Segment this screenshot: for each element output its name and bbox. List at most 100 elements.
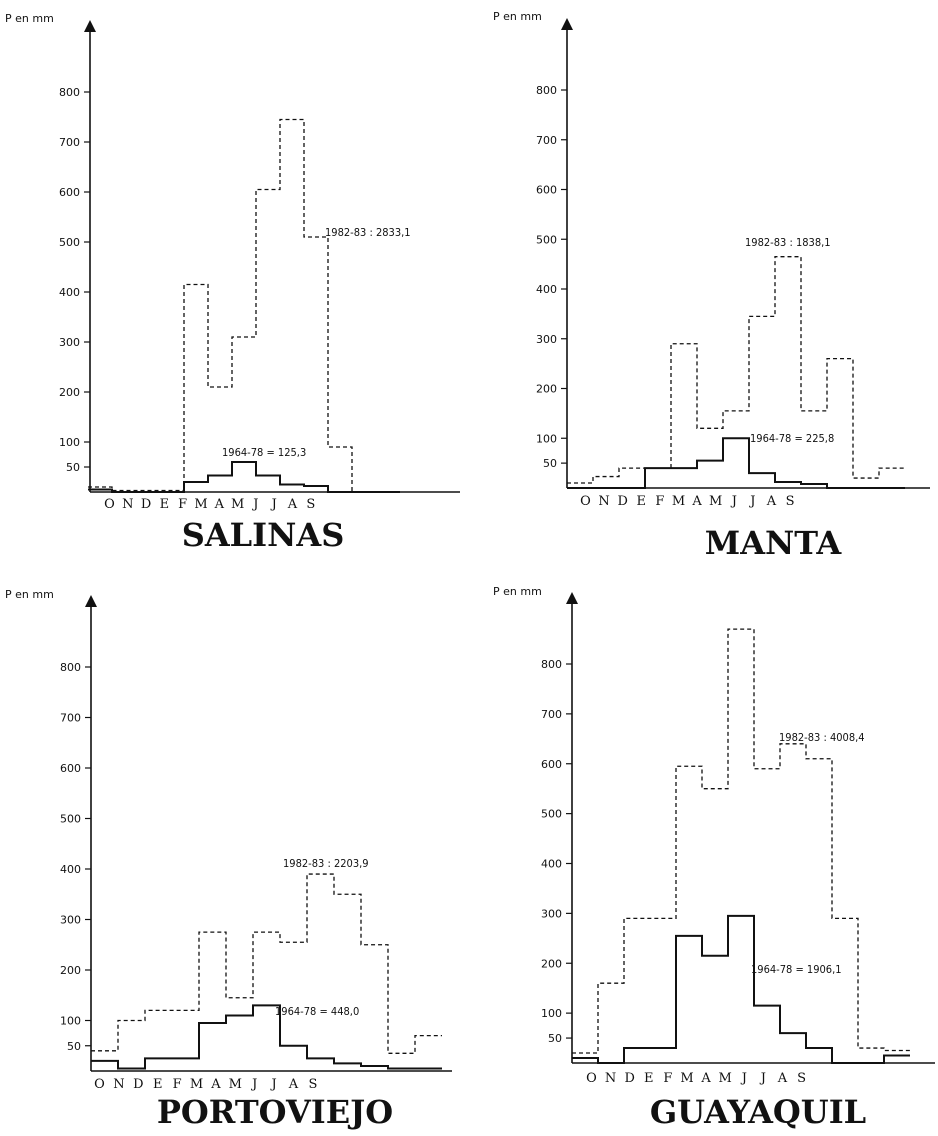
x-tick-label: J	[748, 494, 756, 509]
x-tick-label: A	[766, 494, 777, 509]
x-tick-label: A	[214, 497, 225, 512]
y-tick-label: 400	[60, 863, 81, 876]
y-axis-label: P en mm	[5, 12, 54, 25]
x-tick-label: E	[160, 497, 171, 512]
x-tick-label: J	[250, 1077, 258, 1092]
x-tick-label: S	[306, 497, 316, 512]
x-tick-label: J	[269, 1077, 277, 1092]
x-tick-label: A	[287, 497, 298, 512]
x-tick-label: A	[700, 1071, 711, 1086]
y-tick-label: 700	[536, 134, 557, 147]
series-label-1964-78: 1964-78 = 448,0	[275, 1005, 359, 1018]
x-tick-label: J	[251, 497, 259, 512]
x-tick-label: J	[270, 497, 278, 512]
x-tick-label: F	[178, 497, 188, 512]
x-tick-label: M	[719, 1071, 733, 1086]
x-tick-label: J	[730, 494, 738, 509]
y-tick-label: 500	[60, 813, 81, 826]
y-axis-label: P en mm	[493, 585, 542, 598]
series-label-1982-83: 1982-83 : 2203,9	[283, 857, 369, 870]
x-tick-label: O	[104, 497, 116, 512]
x-tick-label: F	[655, 494, 665, 509]
y-tick-label: 50	[66, 461, 80, 474]
x-tick-label: N	[122, 497, 134, 512]
x-tick-label: N	[605, 1071, 617, 1086]
series-1964-78-line	[567, 437, 905, 489]
y-tick-label: 700	[59, 136, 80, 149]
series-label-1982-83: 1982-83 : 1838,1	[745, 236, 831, 249]
y-tick-label: 700	[60, 712, 81, 725]
series-label-1964-78: 1964-78 = 225,8	[750, 432, 834, 445]
x-tick-label: M	[194, 497, 208, 512]
y-axis-arrow	[85, 595, 97, 607]
x-tick-label: M	[190, 1077, 204, 1092]
x-tick-label: D	[624, 1071, 635, 1086]
series-1982-83-line	[572, 628, 910, 1054]
series-1964-78-line	[91, 1004, 442, 1070]
x-tick-label: S	[797, 1071, 807, 1086]
series-1964-78-line	[88, 461, 400, 493]
series-1982-83-line	[88, 118, 400, 493]
y-tick-label: 50	[548, 1032, 562, 1045]
x-tick-label: M	[672, 494, 686, 509]
series-label-1964-78: 1964-78 = 125,3	[222, 446, 306, 459]
y-tick-label: 600	[536, 184, 557, 197]
y-tick-label: 500	[59, 236, 80, 249]
y-tick-label: 200	[60, 964, 81, 977]
x-tick-label: D	[133, 1077, 144, 1092]
x-tick-label: M	[680, 1071, 694, 1086]
y-tick-label: 400	[536, 283, 557, 296]
x-tick-label: F	[663, 1071, 673, 1086]
x-tick-label: J	[740, 1071, 748, 1086]
x-tick-label: A	[210, 1077, 221, 1092]
y-tick-label: 300	[59, 336, 80, 349]
y-tick-label: 50	[543, 457, 557, 470]
y-tick-label: 300	[536, 333, 557, 346]
y-tick-label: 100	[60, 1015, 81, 1028]
y-tick-label: 100	[536, 432, 557, 445]
y-tick-label: 600	[60, 762, 81, 775]
x-tick-label: S	[308, 1077, 318, 1092]
x-tick-label: J	[759, 1071, 767, 1086]
y-axis-arrow	[84, 20, 96, 32]
y-axis-label: P en mm	[5, 588, 54, 601]
x-tick-label: N	[113, 1077, 125, 1092]
y-tick-label: 800	[59, 86, 80, 99]
y-tick-label: 500	[536, 233, 557, 246]
x-tick-label: E	[153, 1077, 164, 1092]
series-label-1982-83: 1982-83 : 2833,1	[325, 226, 411, 239]
x-tick-label: O	[586, 1071, 598, 1086]
x-tick-label: M	[229, 1077, 243, 1092]
x-tick-label: M	[709, 494, 723, 509]
y-tick-label: 600	[59, 186, 80, 199]
y-tick-label: 800	[536, 84, 557, 97]
y-tick-label: 800	[60, 661, 81, 674]
series-1982-83-line	[91, 873, 442, 1054]
chart-title: PORTOVIEJO	[157, 1093, 393, 1131]
x-tick-label: M	[231, 497, 245, 512]
y-tick-label: 300	[541, 907, 562, 920]
y-tick-label: 100	[59, 436, 80, 449]
x-tick-label: O	[94, 1077, 106, 1092]
chart-title: GUAYAQUIL	[650, 1093, 866, 1131]
x-tick-label: F	[173, 1077, 183, 1092]
x-tick-label: D	[617, 494, 628, 509]
y-tick-label: 500	[541, 808, 562, 821]
y-tick-label: 100	[541, 1007, 562, 1020]
series-label-1964-78: 1964-78 = 1906,1	[751, 963, 842, 976]
y-tick-label: 300	[60, 914, 81, 927]
y-axis-arrow	[561, 18, 573, 30]
y-tick-label: 200	[536, 383, 557, 396]
series-label-1982-83: 1982-83 : 4008,4	[779, 731, 865, 744]
x-tick-label: E	[644, 1071, 655, 1086]
x-tick-label: A	[777, 1071, 788, 1086]
y-tick-label: 600	[541, 758, 562, 771]
y-tick-label: 800	[541, 658, 562, 671]
chart-title: MANTA	[705, 524, 843, 562]
y-tick-label: 400	[59, 286, 80, 299]
y-tick-label: 200	[541, 957, 562, 970]
